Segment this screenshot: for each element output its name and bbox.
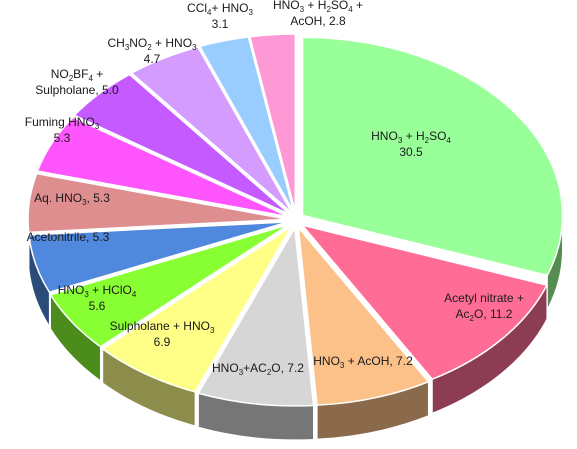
pie-slice — [248, 33, 297, 213]
pie-slice — [197, 225, 315, 407]
pie-sides — [27, 215, 564, 441]
pie-slice — [130, 46, 293, 214]
pie-slice — [301, 36, 564, 277]
slice-label: HNO3​ + H2​SO4​30.5 — [371, 129, 451, 159]
slice-label: HNO3​ + H2​SO4​ +AcOH, 2.8 — [273, 0, 363, 28]
pie-slice — [73, 73, 291, 216]
slice-label: Fuming HNO3​5.3 — [25, 115, 100, 145]
pie-tops — [27, 33, 564, 407]
slice-label: HNO3​ + AcOH, 7.2 — [313, 354, 413, 370]
slice-label: CH3​NO2​ + HNO3​4.7 — [107, 36, 197, 66]
slice-label: HNO3​ + HClO4​5.6 — [58, 283, 137, 313]
slice-label: NO2​BF4​ +Sulpholane, 5.0 — [35, 67, 119, 97]
slice-label: Acetonitrile, 5.3 — [27, 230, 110, 244]
slice-label: Aq. HNO3​, 5.3 — [34, 191, 110, 207]
pie-slice — [198, 36, 295, 213]
pie-labels: HNO3​ + H2​SO4​30.5 Acetyl nitrate +Ac2​O… — [25, 0, 524, 377]
pie-slice — [297, 225, 430, 406]
pie-slice — [36, 116, 290, 218]
slice-label: HNO3​+AC2​O, 7.2 — [212, 361, 304, 377]
pie-slice — [27, 172, 289, 234]
pie-slice — [28, 221, 289, 294]
pie-slice — [101, 225, 293, 393]
slice-label: Sulpholane + HNO3​6.9 — [110, 319, 215, 349]
slice-label: Acetyl nitrate +Ac2​O, 11.2 — [444, 291, 524, 323]
slice-label: CCl4​+ HNO3​3.1 — [187, 1, 253, 31]
pie-slice — [300, 223, 549, 381]
pie-slice — [49, 223, 290, 348]
